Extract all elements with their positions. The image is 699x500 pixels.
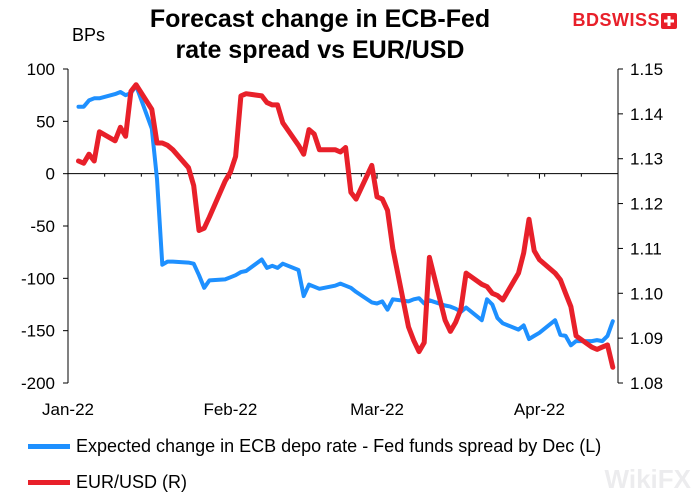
y-axis-right-tick-label: 1.12 — [630, 195, 663, 214]
y-axis-left-tick-label: 100 — [27, 60, 55, 79]
chart-legend: Expected change in ECB depo rate - Fed f… — [28, 428, 601, 500]
chart-title-line-2: rate spread vs EUR/USD — [175, 36, 465, 64]
brand-logo: BD SWISS — [572, 10, 677, 31]
series-line-eurusd — [76, 82, 616, 370]
chart-series — [76, 82, 616, 370]
y-axis-right-tick-label: 1.08 — [630, 374, 663, 393]
legend-item-eurusd: EUR/USD (R) — [28, 464, 601, 500]
chart-title: Forecast change in ECB-Fed rate spread v… — [110, 4, 530, 66]
y-axis-left-tick-label: -50 — [30, 217, 55, 236]
y-axis-right-tick-label: 1.11 — [630, 239, 662, 258]
y-axis-left-tick-label: 50 — [36, 112, 55, 131]
chart-title-line-1: Forecast change in ECB-Fed — [149, 5, 491, 33]
y-axis-left-tick-label: -100 — [21, 269, 55, 288]
y-axis-left-label: BPs — [72, 25, 105, 45]
y-axis-left-tick-label: -200 — [21, 374, 55, 393]
y-axis-right-tick-label: 1.15 — [630, 60, 663, 79]
y-axis-right-tick-label: 1.09 — [630, 329, 663, 348]
legend-swatch-spread — [28, 443, 70, 449]
legend-swatch-eurusd — [28, 479, 70, 485]
y-axis-right-tick-label: 1.14 — [630, 105, 663, 124]
x-axis-tick-label: Mar-22 — [350, 400, 404, 419]
watermark: WikiFX — [604, 464, 691, 494]
series-line-spread — [76, 83, 615, 348]
x-axis-tick-label: Jan-22 — [42, 400, 94, 419]
y-axis-left-tick-label: 0 — [46, 165, 55, 184]
x-axis-tick-label: Apr-22 — [514, 400, 565, 419]
x-axis-tick-label: Feb-22 — [203, 400, 257, 419]
legend-label-spread: Expected change in ECB depo rate - Fed f… — [76, 435, 602, 456]
brand-logo-right: SWISS — [599, 10, 660, 30]
legend-item-spread: Expected change in ECB depo rate - Fed f… — [28, 428, 601, 464]
swiss-cross-icon — [661, 12, 677, 29]
brand-logo-left: BD — [572, 10, 600, 30]
legend-label-eurusd: EUR/USD (R) — [76, 471, 187, 492]
chart-axes: 100 50 0 -50 -100 -150 -200 1.15 1.14 1.13 1.12 1.1… — [21, 60, 663, 419]
y-axis-left-tick-label: -150 — [21, 322, 55, 341]
y-axis-right-tick-label: 1.13 — [630, 150, 663, 169]
y-axis-right-tick-label: 1.10 — [630, 284, 663, 303]
